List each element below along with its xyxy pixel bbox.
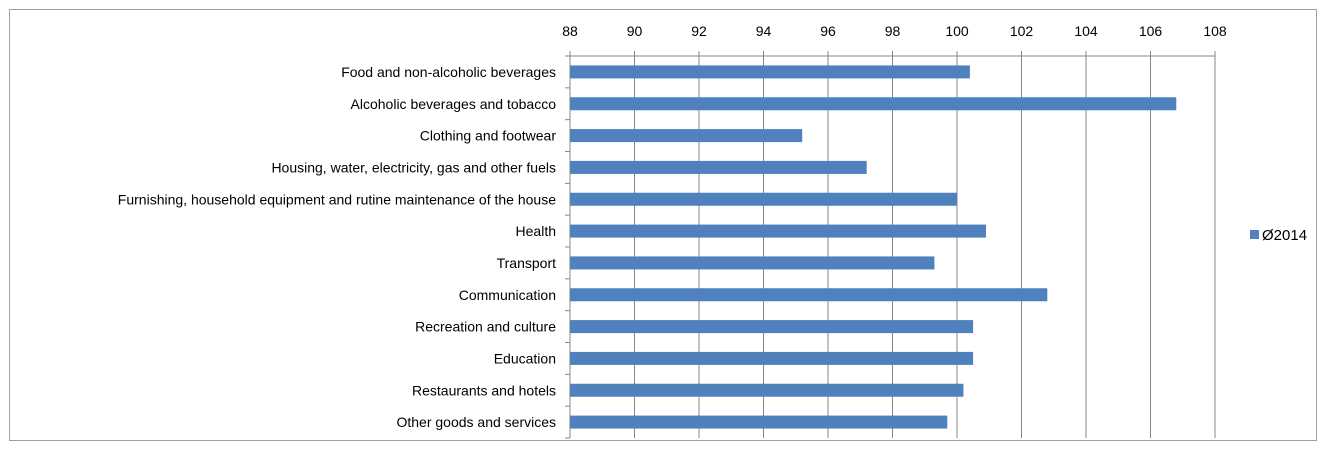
- bar: [570, 192, 957, 206]
- x-tick-label: 102: [1010, 23, 1034, 39]
- x-axis: 88 90 92 94 96 98 100 102 104 106 108: [562, 23, 1227, 57]
- x-tick-label: 90: [627, 23, 643, 39]
- category-label: Alcoholic beverages and tobacco: [351, 96, 557, 112]
- category-label: Housing, water, electricity, gas and oth…: [271, 159, 556, 175]
- x-tick-label: 108: [1203, 23, 1227, 39]
- bar: [570, 224, 987, 238]
- category-label: Education: [494, 350, 556, 366]
- category-label: Communication: [459, 287, 556, 303]
- x-tick-label: 88: [562, 23, 578, 39]
- category-label: Food and non-alcoholic beverages: [341, 64, 556, 80]
- legend-label: Ø2014: [1262, 227, 1307, 244]
- bar: [570, 65, 970, 79]
- bars: [570, 65, 1177, 429]
- x-tick-label: 92: [691, 23, 707, 39]
- bar: [570, 320, 974, 334]
- category-label: Restaurants and hotels: [412, 382, 556, 398]
- legend-swatch: [1250, 230, 1259, 239]
- x-tick-label: 96: [820, 23, 836, 39]
- bar: [570, 97, 1177, 111]
- x-tick-label: 94: [756, 23, 772, 39]
- legend: Ø2014: [1250, 227, 1307, 244]
- x-tick-label: 98: [885, 23, 901, 39]
- bar: [570, 415, 948, 429]
- x-tick-label: 100: [945, 23, 969, 39]
- bar: [570, 129, 803, 143]
- y-axis: Food and non-alcoholic beverages Alcoholi…: [118, 55, 571, 439]
- x-tick-label: 104: [1074, 23, 1098, 39]
- bar: [570, 351, 974, 365]
- x-tick-label: 106: [1139, 23, 1163, 39]
- category-label: Other goods and services: [396, 414, 556, 430]
- category-label: Transport: [497, 255, 557, 271]
- category-label: Clothing and footwear: [420, 128, 557, 144]
- gridlines: [569, 56, 1216, 438]
- bar: [570, 383, 964, 397]
- bar: [570, 288, 1048, 302]
- category-label: Recreation and culture: [415, 319, 556, 335]
- bar: [570, 160, 867, 174]
- bar: [570, 256, 935, 270]
- category-label: Health: [516, 223, 556, 239]
- category-label: Furnishing, household equipment and ruti…: [118, 191, 556, 207]
